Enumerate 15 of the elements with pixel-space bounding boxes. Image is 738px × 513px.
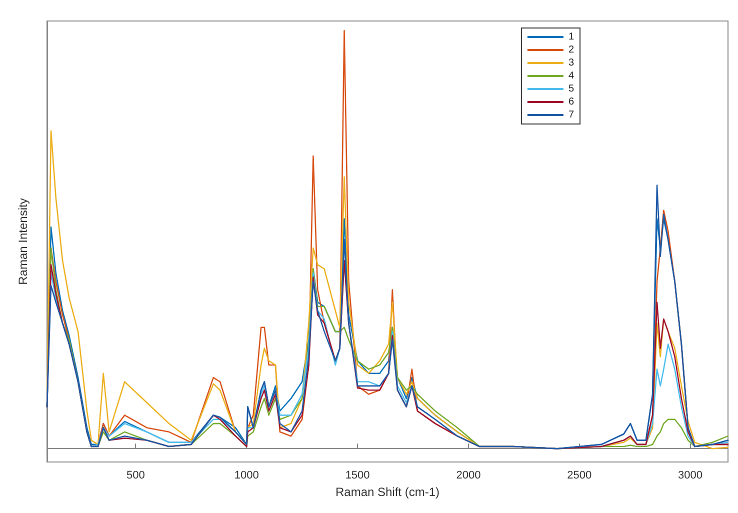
x-tick-label: 1500 xyxy=(345,470,370,482)
x-tick-label: 3000 xyxy=(678,470,703,482)
legend-label: 4 xyxy=(568,70,574,82)
x-tick-label: 500 xyxy=(126,470,145,482)
legend-label: 5 xyxy=(568,84,574,94)
legend-label: 1 xyxy=(568,32,574,42)
x-tick-label: 2000 xyxy=(456,470,481,482)
x-tick-label: 2500 xyxy=(567,470,592,482)
legend-label: 7 xyxy=(568,110,574,120)
legend-label: 6 xyxy=(568,96,574,108)
legend-label: 2 xyxy=(568,44,574,56)
y-axis-title: Raman Intensity xyxy=(16,198,30,285)
legend-label: 3 xyxy=(568,58,574,68)
x-axis-title: Raman Shift (cm-1) xyxy=(335,484,440,499)
x-tick-label: 1000 xyxy=(234,470,259,482)
